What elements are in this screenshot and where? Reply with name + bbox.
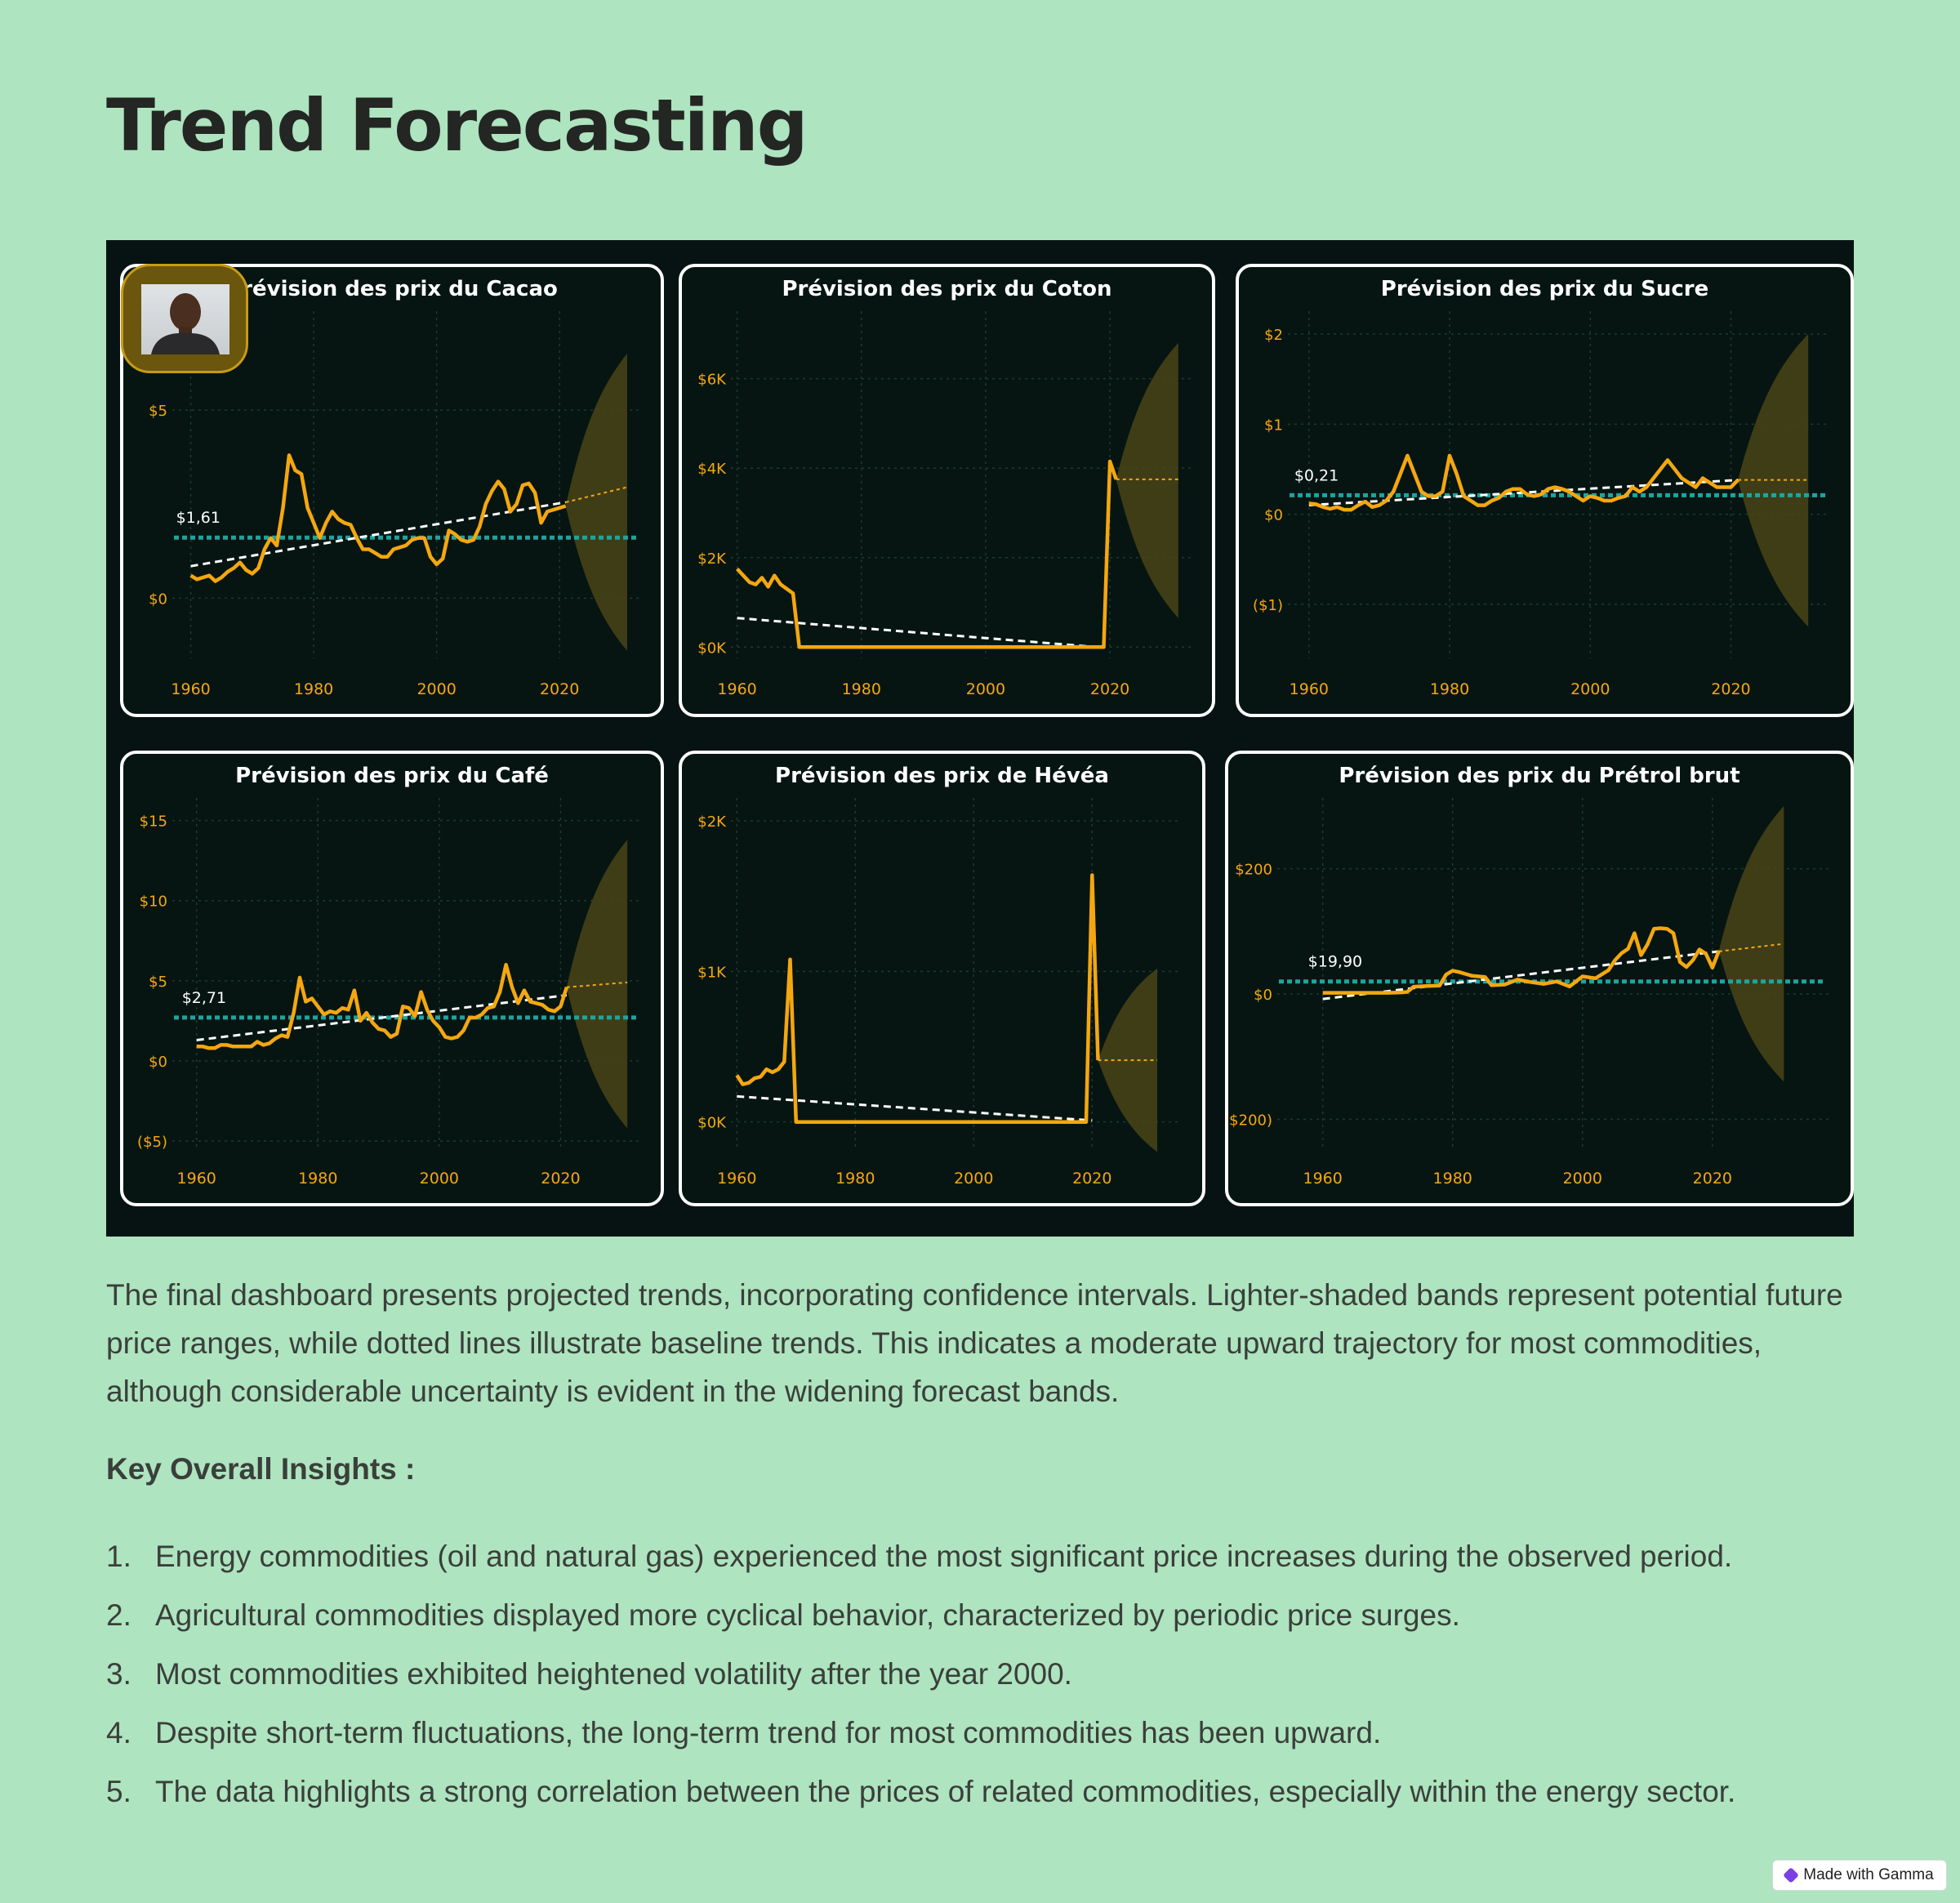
chart-panel-coton: Prévision des prix du Coton $0K $2K $4K $6K 1… <box>679 264 1215 717</box>
x-tick-label: 2020 <box>1090 680 1129 698</box>
y-tick-label: ($200) <box>1228 1112 1272 1129</box>
y-tick-label: $4K <box>697 461 727 478</box>
x-tick-label: 1960 <box>717 1170 756 1188</box>
x-tick-label: 1980 <box>842 680 881 698</box>
x-tick-label: 1960 <box>177 1170 216 1188</box>
x-tick-label: 1980 <box>1433 1170 1472 1188</box>
forecast-band <box>565 354 627 651</box>
trend-line <box>190 501 566 568</box>
chart-title: Prévision des prix du Prétrol brut <box>1339 764 1740 788</box>
y-tick-label: $200 <box>1235 862 1272 879</box>
chart-svg: Prévision des prix du Cacao $0 $5 1960 1980 2… <box>149 277 639 698</box>
x-tick-label: 1960 <box>171 680 210 698</box>
price-series-line <box>189 453 567 583</box>
y-tick-label: $0K <box>697 640 727 657</box>
x-tick-label: 2020 <box>1693 1170 1732 1188</box>
forecast-band <box>1098 968 1157 1152</box>
insights-list: 1. Energy commodities (oil and natural ga… <box>106 1535 1903 1829</box>
x-tick-label: 1980 <box>298 1170 337 1188</box>
forecast-band <box>566 840 628 1129</box>
x-tick-label: 2020 <box>541 1170 580 1188</box>
trend-line <box>196 994 568 1041</box>
insights-heading: Key Overall Insights : <box>106 1452 416 1486</box>
chart-title: Prévision des prix du Café <box>235 764 549 788</box>
chart-svg: Prévision des prix de Hévéa $0K $1K $2K 1960… <box>697 764 1181 1188</box>
chart-svg: Prévision des prix du Coton $0K $2K $4K $6K 1… <box>697 277 1191 698</box>
chart-panel-sucre: Prévision des prix du Sucre ($1) $0 $1 $2 196… <box>1236 264 1854 717</box>
avatar-photo <box>141 284 229 354</box>
list-item: 5. The data highlights a strong correlati… <box>106 1775 1736 1808</box>
chart-panel-cafe: Prévision des prix du Café ($5) $0 $5 $10 $15… <box>120 751 664 1206</box>
x-tick-label: 2000 <box>1563 1170 1602 1188</box>
forecast-band <box>1116 342 1178 618</box>
y-tick-label: $2K <box>697 813 727 831</box>
price-series-line <box>1308 453 1740 512</box>
chart-svg: Prévision des prix du Café ($5) $0 $5 $10 $15… <box>137 764 639 1188</box>
gamma-logo-icon <box>1783 1867 1800 1883</box>
y-tick-label: $1 <box>1264 417 1283 434</box>
chart-title: Prévision des prix du Sucre <box>1381 277 1708 301</box>
average-label: $19,90 <box>1308 953 1362 971</box>
x-tick-label: 1980 <box>1430 680 1469 698</box>
chart-title: Prévision des prix du Coton <box>782 277 1111 301</box>
chart-svg: Prévision des prix du Sucre ($1) $0 $1 $2 196… <box>1253 277 1829 698</box>
y-tick-label: ($5) <box>137 1134 167 1151</box>
list-item: 4. Despite short-term fluctuations, the l… <box>106 1716 1382 1749</box>
x-tick-label: 1960 <box>1290 680 1329 698</box>
chart-title: Prévision des prix de Hévéa <box>775 764 1109 788</box>
y-tick-label: $6K <box>697 372 727 389</box>
trend-line <box>737 617 1098 648</box>
average-label: $0,21 <box>1294 466 1339 484</box>
x-tick-label: 2020 <box>540 680 579 698</box>
list-item: 2. Agricultural commodities displayed mor… <box>106 1598 1460 1632</box>
average-label: $1,61 <box>176 509 220 527</box>
author-avatar <box>121 264 248 373</box>
forecast-line <box>1718 943 1784 952</box>
chart-title: Prévision des prix du Cacao <box>226 277 558 301</box>
x-tick-label: 1980 <box>294 680 333 698</box>
y-tick-label: $0 <box>1254 987 1272 1004</box>
x-tick-label: 2000 <box>416 680 456 698</box>
made-with-gamma-badge[interactable]: Made with Gamma <box>1772 1860 1947 1891</box>
price-series-line <box>1322 926 1721 995</box>
y-tick-label: $5 <box>149 974 167 991</box>
y-tick-label: $15 <box>140 813 167 831</box>
chart-panel-hevea: Prévision des prix de Hévéa $0K $1K $2K 1960… <box>679 751 1205 1206</box>
x-tick-label: 2000 <box>1570 680 1610 698</box>
y-tick-label: $0 <box>149 1054 167 1071</box>
y-tick-label: $5 <box>149 403 167 420</box>
trend-line <box>737 1094 1093 1122</box>
price-series-line <box>196 962 569 1050</box>
y-tick-label: $0K <box>697 1115 727 1132</box>
y-tick-label: ($1) <box>1253 597 1283 614</box>
x-tick-label: 2020 <box>1711 680 1750 698</box>
page-title: Trend Forecasting <box>106 83 808 167</box>
forecast-band <box>1718 805 1784 1082</box>
average-label: $2,71 <box>182 989 226 1007</box>
x-tick-label: 2000 <box>954 1170 993 1188</box>
y-tick-label: $0 <box>149 591 167 608</box>
y-tick-label: $2 <box>1264 327 1283 344</box>
x-tick-label: 1980 <box>835 1170 875 1188</box>
dashboard-description: The final dashboard presents projected t… <box>106 1278 1843 1408</box>
y-tick-label: $0 <box>1264 507 1283 524</box>
y-tick-label: $10 <box>140 894 167 911</box>
y-tick-label: $1K <box>697 964 727 981</box>
price-series-line <box>735 459 1118 649</box>
chart-panel-petrole: Prévision des prix du Prétrol brut ($200)… <box>1225 751 1854 1206</box>
y-tick-label: $2K <box>697 550 727 568</box>
chart-svg: Prévision des prix du Prétrol brut ($200)… <box>1228 764 1829 1188</box>
x-tick-label: 1960 <box>717 680 756 698</box>
x-tick-label: 2020 <box>1072 1170 1111 1188</box>
forecast-line <box>565 486 628 503</box>
list-item: 3. Most commodities exhibited heightened … <box>106 1657 1072 1691</box>
x-tick-label: 1960 <box>1303 1170 1342 1188</box>
x-tick-label: 2000 <box>966 680 1005 698</box>
price-series-line <box>735 873 1100 1124</box>
list-item: 1. Energy commodities (oil and natural ga… <box>106 1540 1733 1573</box>
x-tick-label: 2000 <box>420 1170 459 1188</box>
